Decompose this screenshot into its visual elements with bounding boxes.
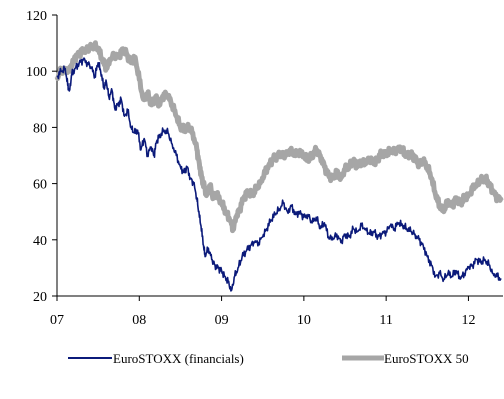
x-tick-label: 07: [50, 313, 64, 328]
y-tick-label: 60: [33, 178, 47, 193]
y-tick-label: 80: [33, 121, 47, 136]
x-ticks: 07 08 09 10 11 12: [50, 296, 475, 328]
legend: EuroSTOXX (financials) EuroSTOXX 50: [68, 351, 469, 366]
x-tick-label: 10: [297, 313, 311, 328]
series-line-eurostoxx50: [54, 40, 504, 234]
x-tick-label: 12: [461, 313, 475, 328]
y-tick-label: 20: [33, 290, 47, 305]
legend-label-financials: EuroSTOXX (financials): [113, 351, 244, 366]
y-tick-label: 40: [33, 234, 47, 249]
x-tick-label: 11: [379, 313, 392, 328]
x-tick-label: 09: [215, 313, 229, 328]
series-line-financials: [56, 57, 502, 292]
series-layer: [54, 40, 504, 292]
x-tick-label: 08: [132, 313, 146, 328]
y-ticks: 20 40 60 80 100 120: [26, 9, 57, 305]
legend-label-eurostoxx50: EuroSTOXX 50: [384, 351, 469, 366]
y-tick-label: 120: [26, 9, 47, 24]
axes: [56, 15, 503, 297]
y-tick-label: 100: [26, 65, 47, 80]
